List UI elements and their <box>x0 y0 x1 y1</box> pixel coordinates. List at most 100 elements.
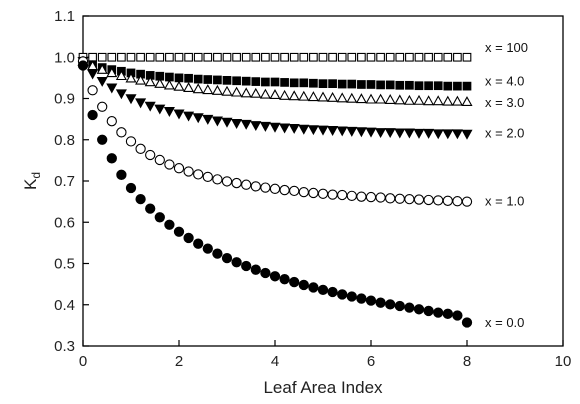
data-point <box>251 52 261 62</box>
data-point <box>213 52 222 62</box>
data-point <box>289 185 300 197</box>
data-point <box>307 125 319 136</box>
series-3 <box>77 55 473 107</box>
data-point <box>413 194 425 205</box>
data-point <box>327 189 338 200</box>
data-point <box>413 128 425 139</box>
data-point <box>261 77 270 87</box>
data-point <box>241 179 252 190</box>
data-point <box>413 94 425 105</box>
data-point <box>424 81 433 91</box>
data-point <box>336 92 348 103</box>
data-point <box>183 111 195 122</box>
data-point <box>115 70 127 81</box>
series-4 <box>77 57 473 140</box>
data-point <box>77 60 89 71</box>
data-point <box>318 79 328 88</box>
data-point <box>136 52 145 62</box>
data-point <box>384 128 396 139</box>
data-point <box>375 297 386 308</box>
data-point <box>193 238 204 249</box>
data-point <box>231 257 242 268</box>
data-point <box>347 52 357 62</box>
data-point <box>461 129 473 140</box>
series-label: x = 3.0 <box>485 95 524 110</box>
data-point <box>155 52 165 62</box>
data-point <box>375 192 386 203</box>
data-point <box>280 52 289 62</box>
data-point <box>174 73 184 83</box>
data-point <box>317 125 329 136</box>
data-point <box>183 82 195 93</box>
data-point <box>452 196 463 207</box>
data-point <box>328 79 337 88</box>
data-point <box>251 77 261 86</box>
data-point <box>442 129 454 140</box>
data-point <box>260 267 271 279</box>
data-point <box>211 116 223 127</box>
data-point <box>145 52 155 62</box>
data-point <box>250 121 262 132</box>
data-point <box>164 219 175 230</box>
series-label: x = 4.0 <box>485 73 524 88</box>
data-point <box>269 89 281 100</box>
data-point <box>385 52 395 62</box>
data-point <box>222 52 232 62</box>
data-point <box>376 52 385 62</box>
data-point <box>442 95 454 106</box>
data-point <box>299 52 309 62</box>
data-point <box>308 187 319 199</box>
data-point <box>259 88 271 99</box>
data-point <box>154 154 165 166</box>
series-6 <box>77 60 473 328</box>
data-point <box>317 188 329 199</box>
y-ticks: 0.3 0.4 0.5 0.6 0.7 0.8 0.9 1.0 1.1 <box>54 8 89 355</box>
y-tick-label: 0.3 <box>54 338 75 355</box>
data-point <box>365 295 377 306</box>
data-point <box>192 83 204 94</box>
data-point <box>395 52 405 62</box>
data-point <box>318 52 328 62</box>
data-point <box>432 129 444 140</box>
y-tick-label: 0.8 <box>54 132 75 149</box>
data-point <box>403 94 415 105</box>
data-point <box>403 128 415 139</box>
x-tick-label: 0 <box>79 353 87 370</box>
data-point <box>154 212 165 223</box>
data-point <box>154 104 166 115</box>
data-point <box>163 79 175 90</box>
data-point <box>385 80 395 90</box>
data-point <box>231 86 243 97</box>
data-point <box>298 186 309 198</box>
data-point <box>203 52 213 62</box>
data-point <box>442 308 453 319</box>
data-point <box>279 89 291 100</box>
data-point <box>144 76 156 87</box>
data-point <box>336 126 348 137</box>
data-point <box>221 252 233 264</box>
y-tick-label: 0.4 <box>54 297 75 314</box>
data-point <box>337 79 347 89</box>
data-point <box>337 52 347 62</box>
data-point <box>241 76 251 86</box>
data-point <box>375 128 387 139</box>
axes <box>82 15 564 347</box>
data-point <box>414 52 424 62</box>
data-point <box>240 87 252 98</box>
data-point <box>366 80 376 89</box>
data-point <box>135 74 147 85</box>
data-point <box>279 274 290 285</box>
data-point <box>280 78 289 87</box>
data-point <box>107 52 117 62</box>
data-point <box>395 80 405 90</box>
data-point <box>432 95 444 106</box>
data-point <box>404 302 415 313</box>
data-point <box>165 52 174 62</box>
data-point <box>97 52 107 62</box>
data-point <box>327 91 339 102</box>
data-point <box>357 80 366 89</box>
data-point <box>405 80 414 90</box>
data-point <box>443 52 453 62</box>
data-point <box>202 243 213 254</box>
